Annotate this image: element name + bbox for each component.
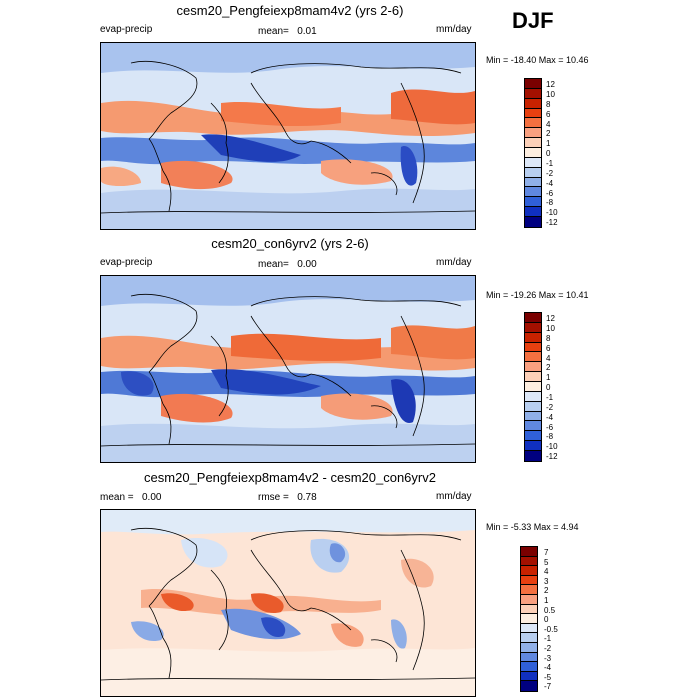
season-label: DJF — [512, 8, 554, 33]
panel-2-map-svg — [101, 276, 475, 462]
panel-3-rmse: rmse = 0.78 — [258, 492, 317, 503]
colorbar-tick: 7 — [544, 548, 549, 557]
colorbar-tick: 0 — [546, 383, 551, 393]
colorbar-tick: 4 — [546, 353, 551, 363]
colorbar-tick: -6 — [546, 188, 554, 198]
panel-1-map-svg — [101, 43, 475, 229]
colorbar-tick: 12 — [546, 314, 555, 323]
colorbar-tick: -12 — [546, 452, 558, 462]
colorbar-tick: -4 — [546, 412, 554, 422]
panel-3-colorbar-ticks: 7 5 4 3 2 1 0.5 0 -0.5 -1 -2 -3 -4 -5 -7 — [544, 548, 578, 694]
colorbar-tick: -3 — [544, 653, 552, 663]
panel-1-colorbar — [524, 78, 542, 228]
panel-2-minmax: Min = -19.26 Max = 10.41 — [486, 290, 589, 300]
colorbar-tick: 2 — [544, 586, 549, 596]
colorbar-tick: 10 — [546, 323, 555, 333]
colorbar-tick: -5 — [544, 672, 552, 682]
colorbar-tick: 2 — [546, 129, 551, 139]
panel-3-map-svg — [101, 510, 475, 696]
colorbar-tick: -4 — [544, 663, 552, 673]
colorbar-tick: 0 — [546, 149, 551, 159]
colorbar-tick: -2 — [544, 644, 552, 653]
panel-1-variable: evap-precip — [100, 24, 153, 35]
colorbar-tick: -8 — [546, 432, 554, 442]
colorbar-tick: 5 — [544, 557, 549, 567]
colorbar-tick: -1 — [546, 393, 554, 402]
panel-2-title: cesm20_con6yrv2 (yrs 2-6) — [211, 236, 369, 251]
panel-3-minmax: Min = -5.33 Max = 4.94 — [486, 522, 579, 532]
colorbar-tick: 6 — [546, 109, 551, 119]
colorbar-tick: 0.5 — [544, 605, 556, 615]
colorbar-tick: -10 — [546, 208, 558, 218]
colorbar-tick: 1 — [544, 596, 549, 605]
panel-3-mean-value: 0.00 — [141, 492, 162, 503]
panel-1-mean: mean= 0.01 — [258, 26, 317, 37]
colorbar-tick: 1 — [546, 139, 551, 149]
panel-3-map — [100, 509, 476, 697]
colorbar-tick: 4 — [546, 119, 551, 129]
colorbar-tick: -4 — [546, 178, 554, 188]
colorbar-tick: 4 — [544, 567, 549, 577]
panel-2-colorbar — [524, 312, 542, 462]
panel-3-title: cesm20_Pengfeiexp8mam4v2 - cesm20_con6yr… — [144, 470, 436, 485]
panel-2-mean-value: 0.00 — [297, 259, 317, 270]
colorbar-tick: 6 — [546, 343, 551, 353]
colorbar-tick: 0 — [544, 615, 549, 625]
panel-1-units: mm/day — [436, 24, 472, 35]
colorbar-tick: -12 — [546, 218, 558, 228]
colorbar-tick: -0.5 — [544, 624, 558, 634]
colorbar-tick: -10 — [546, 442, 558, 452]
colorbar-tick: 1 — [546, 373, 551, 383]
colorbar-tick: -1 — [544, 634, 552, 644]
panel-2-units: mm/day — [436, 257, 472, 268]
colorbar-tick: 2 — [546, 363, 551, 373]
panel-1-mean-value: 0.01 — [297, 26, 317, 37]
panel-3-rmse-value: 0.78 — [297, 492, 317, 503]
panel-3-mean-label: mean = — [100, 492, 134, 503]
colorbar-tick: 3 — [544, 576, 549, 586]
panel-3-colorbar — [520, 546, 538, 692]
panel-2-mean-label: mean= — [258, 259, 289, 270]
panel-1-colorbar-ticks: 12 10 8 6 4 2 1 0 -1 -2 -4 -6 -8 -10 -12 — [546, 80, 576, 230]
colorbar-tick: 8 — [546, 99, 551, 109]
panel-2-mean: mean= 0.00 — [258, 259, 317, 270]
panel-1-title: cesm20_Pengfeiexp8mam4v2 (yrs 2-6) — [176, 3, 404, 18]
panel-1-mean-label: mean= — [258, 26, 289, 37]
colorbar-tick: -8 — [546, 198, 554, 208]
colorbar-tick: -2 — [546, 168, 554, 178]
colorbar-tick: 8 — [546, 333, 551, 343]
panel-2-map — [100, 275, 476, 463]
colorbar-tick: -2 — [546, 402, 554, 412]
colorbar-tick: 12 — [546, 80, 555, 89]
colorbar-tick: 10 — [546, 89, 555, 99]
colorbar-tick: -1 — [546, 159, 554, 168]
colorbar-tick: -7 — [544, 682, 552, 692]
panel-1-map — [100, 42, 476, 230]
panel-2-colorbar-ticks: 12 10 8 6 4 2 1 0 -1 -2 -4 -6 -8 -10 -12 — [546, 314, 576, 464]
panel-2-variable: evap-precip — [100, 257, 153, 268]
panel-3-mean: mean = 0.00 — [100, 492, 161, 503]
colorbar-tick: -6 — [546, 422, 554, 432]
panel-3-rmse-label: rmse = — [258, 492, 289, 503]
panel-1-minmax: Min = -18.40 Max = 10.46 — [486, 55, 589, 65]
panel-3-units: mm/day — [436, 491, 472, 502]
